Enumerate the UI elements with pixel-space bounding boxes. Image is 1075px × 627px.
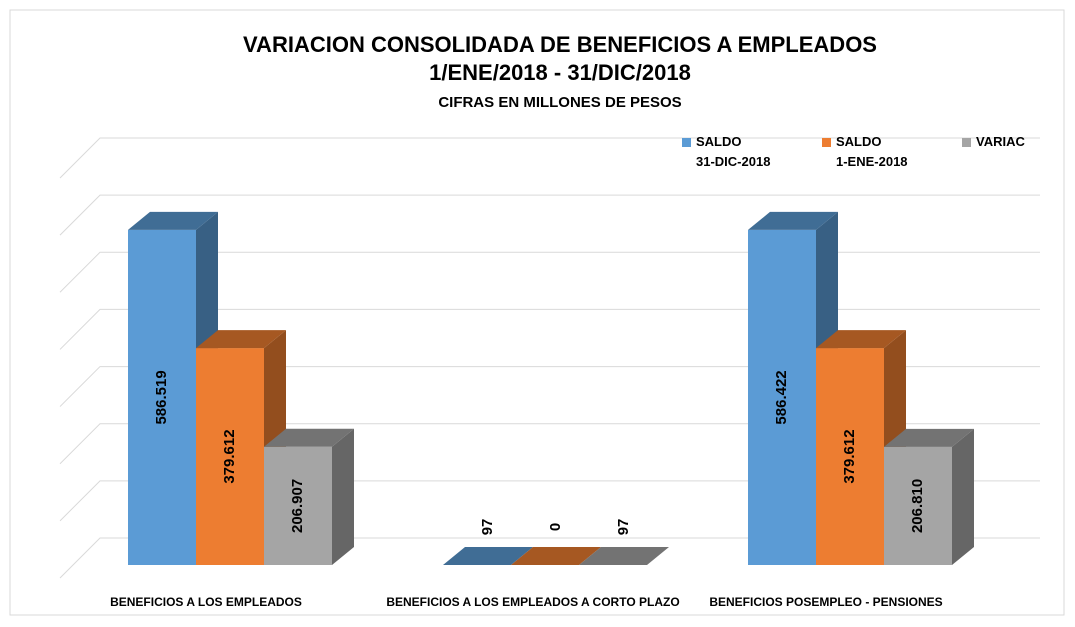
grid-line xyxy=(59,308,1040,350)
bar xyxy=(816,348,884,565)
x-tick-label: BENEFICIOS A LOS EMPLEADOS xyxy=(110,595,302,609)
bar-top xyxy=(816,330,906,349)
data-label: 97 xyxy=(479,519,496,536)
bar-side xyxy=(511,546,533,565)
grid-line xyxy=(59,480,1040,522)
legend-swatch xyxy=(822,138,831,147)
data-label: 206.810 xyxy=(909,479,926,533)
legend-label: SALDO 1-ENE-2018 xyxy=(836,134,908,169)
bar xyxy=(264,446,332,565)
data-label: 586.422 xyxy=(773,370,790,424)
bar-top xyxy=(443,546,533,565)
data-label: 206.907 xyxy=(289,479,306,533)
grid-line xyxy=(59,194,1040,236)
bar-top xyxy=(884,428,974,447)
data-label: 0 xyxy=(547,523,564,531)
x-tick-label: BENEFICIOS A LOS EMPLEADOS A CORTO PLAZO xyxy=(386,595,679,609)
data-label: 379.612 xyxy=(221,429,238,483)
bar-top xyxy=(511,547,601,565)
legend-swatch xyxy=(682,138,691,147)
bar xyxy=(748,229,816,565)
grid-line xyxy=(59,251,1040,293)
x-tick-label: BENEFICIOS POSEMPLEO - PENSIONES xyxy=(709,595,942,609)
bar-side xyxy=(647,546,669,565)
data-label: 586.519 xyxy=(153,370,170,424)
bar-top xyxy=(128,211,218,230)
legend-label: VARIAC xyxy=(976,134,1025,149)
legend-swatch xyxy=(962,138,971,147)
bar-side xyxy=(332,428,354,565)
bar xyxy=(196,348,264,565)
grid-line xyxy=(59,137,1040,179)
data-label: 379.612 xyxy=(841,429,858,483)
grid-line xyxy=(59,366,1040,407)
data-label: 97 xyxy=(615,519,632,536)
grid-line xyxy=(59,423,1040,465)
bar xyxy=(884,446,952,565)
bar-side xyxy=(952,428,974,565)
grid-line xyxy=(59,537,1040,579)
bar xyxy=(128,229,196,565)
bar-top xyxy=(196,330,286,349)
bar-top xyxy=(748,211,838,230)
chart-note: CIFRAS EN MILLONES DE PESOS xyxy=(438,94,681,111)
legend-label: SALDO 31-DIC-2018 xyxy=(696,134,771,169)
bar-top xyxy=(579,546,669,565)
chart-title: VARIACION CONSOLIDADA DE BENEFICIOS A EM… xyxy=(243,32,877,57)
chart-subtitle: 1/ENE/2018 - 31/DIC/2018 xyxy=(429,60,691,85)
bar-top xyxy=(264,428,354,447)
